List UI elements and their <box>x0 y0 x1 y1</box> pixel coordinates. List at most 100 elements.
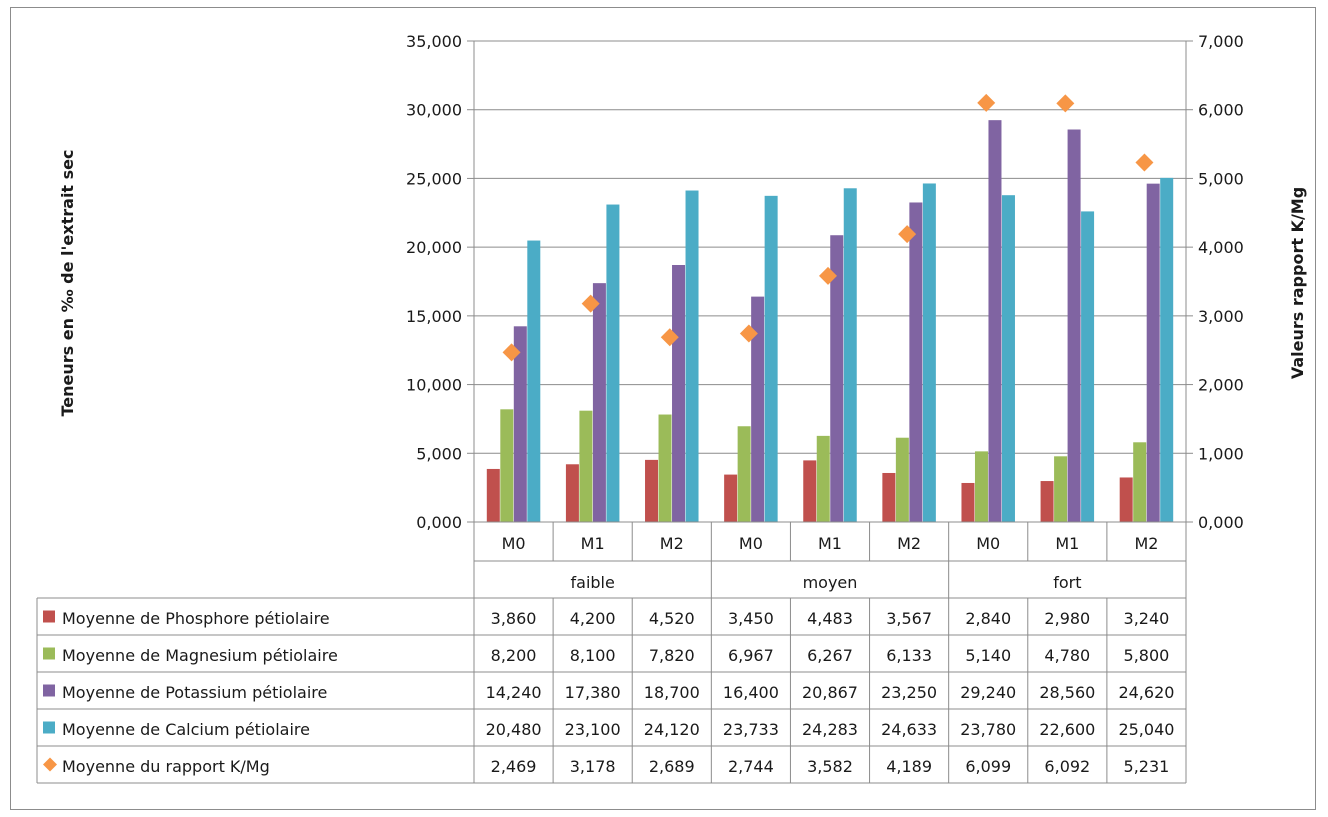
data-label: 24,620 <box>1118 683 1174 702</box>
bar-magnesium-3 <box>737 426 751 522</box>
bar-potassium-7 <box>1067 129 1081 522</box>
data-label: 2,980 <box>1044 609 1090 628</box>
y-left-tick-label: 30,000 <box>406 101 462 120</box>
marker-kmg-6 <box>977 93 996 112</box>
x-category-label: M2 <box>660 534 684 553</box>
data-label: 23,780 <box>960 720 1016 739</box>
bar-magnesium-1 <box>579 410 593 522</box>
data-label: 2,744 <box>728 757 774 776</box>
bar-calcium-0 <box>527 240 541 523</box>
data-label: 5,800 <box>1124 646 1170 665</box>
bar-magnesium-2 <box>658 414 672 522</box>
bar-calcium-6 <box>1001 195 1015 522</box>
data-label: 3,860 <box>491 609 537 628</box>
bar-calcium-5 <box>922 183 936 522</box>
data-label: 3,567 <box>886 609 932 628</box>
bar-calcium-4 <box>843 188 857 522</box>
x-category-label: M0 <box>976 534 1000 553</box>
data-label: 6,133 <box>886 646 932 665</box>
data-label: 17,380 <box>565 683 621 702</box>
bars <box>486 120 1174 523</box>
data-label: 6,267 <box>807 646 853 665</box>
y-left-tick-label: 5,000 <box>416 444 462 463</box>
data-label: 20,480 <box>486 720 542 739</box>
x-category-label: M0 <box>502 534 526 553</box>
data-label: 3,178 <box>570 757 616 776</box>
legend-label: Moyenne du rapport K/Mg <box>62 757 270 776</box>
y-right-tick-label: 6,000 <box>1198 101 1244 120</box>
data-label: 23,250 <box>881 683 937 702</box>
y-right-tick-label: 7,000 <box>1198 32 1244 51</box>
bar-phosphore-8 <box>1119 477 1133 522</box>
bar-phosphore-2 <box>645 459 659 522</box>
axes: 0,000 5,000 10,000 15,000 20,000 25,000 30,000… <box>406 32 1244 532</box>
y-left-tick-label: 25,000 <box>406 169 462 188</box>
legend-label: Moyenne de Phosphore pétiolaire <box>62 609 330 628</box>
bar-phosphore-1 <box>565 464 579 522</box>
markers <box>502 93 1154 362</box>
data-label: 20,867 <box>802 683 858 702</box>
bar-potassium-5 <box>909 202 923 522</box>
gridlines <box>474 40 1186 454</box>
data-label: 23,100 <box>565 720 621 739</box>
bar-magnesium-7 <box>1054 456 1068 522</box>
data-label: 22,600 <box>1039 720 1095 739</box>
data-label: 4,483 <box>807 609 853 628</box>
legend-label: Moyenne de Magnesium pétiolaire <box>62 646 338 665</box>
y-right-tick-label: 3,000 <box>1198 307 1244 326</box>
y-left-tick-label: 10,000 <box>406 376 462 395</box>
data-label: 8,100 <box>570 646 616 665</box>
data-label: 14,240 <box>486 683 542 702</box>
x-group-label: faible <box>571 573 615 592</box>
y-left-tick-label: 35,000 <box>406 32 462 51</box>
legend-key-2 <box>43 684 55 697</box>
y-axis-right-title: Valeurs rapport K/Mg <box>1288 187 1307 379</box>
bar-phosphore-4 <box>803 460 817 522</box>
legend-label: Moyenne de Potassium pétiolaire <box>62 683 327 702</box>
data-label: 5,140 <box>965 646 1011 665</box>
bar-calcium-2 <box>685 190 699 523</box>
data-label: 3,450 <box>728 609 774 628</box>
bar-phosphore-0 <box>486 468 500 522</box>
bar-magnesium-5 <box>895 437 909 522</box>
bar-potassium-1 <box>592 283 606 522</box>
legend-key-4 <box>43 757 57 772</box>
y-left-tick-label: 15,000 <box>406 307 462 326</box>
data-label: 28,560 <box>1039 683 1095 702</box>
data-label: 7,820 <box>649 646 695 665</box>
marker-kmg-8 <box>1135 153 1154 172</box>
bar-potassium-8 <box>1146 183 1160 522</box>
bar-phosphore-3 <box>724 474 738 522</box>
data-label: 6,967 <box>728 646 774 665</box>
data-label: 25,040 <box>1118 720 1174 739</box>
y-right-tick-label: 1,000 <box>1198 444 1244 463</box>
data-label: 16,400 <box>723 683 779 702</box>
y-right-tick-label: 4,000 <box>1198 238 1244 257</box>
data-label: 3,240 <box>1124 609 1170 628</box>
data-label: 8,200 <box>491 646 537 665</box>
bar-magnesium-0 <box>500 409 514 522</box>
bar-potassium-4 <box>830 235 844 523</box>
bar-calcium-3 <box>764 195 778 523</box>
marker-kmg-1 <box>581 294 600 313</box>
data-label: 4,520 <box>649 609 695 628</box>
bar-potassium-2 <box>672 265 686 522</box>
y-right-tick-label: 0,000 <box>1198 513 1244 532</box>
legend-key-1 <box>43 647 55 660</box>
y-left-tick-label: 0,000 <box>416 513 462 532</box>
bar-potassium-6 <box>988 120 1002 522</box>
bar-phosphore-5 <box>882 472 896 522</box>
data-label: 29,240 <box>960 683 1016 702</box>
x-category-label: M0 <box>739 534 763 553</box>
data-label: 4,780 <box>1044 646 1090 665</box>
legend-label: Moyenne de Calcium pétiolaire <box>62 720 310 739</box>
y-left-tick-label: 20,000 <box>406 238 462 257</box>
marker-kmg-0 <box>502 343 521 362</box>
data-label: 24,633 <box>881 720 937 739</box>
x-category-label: M1 <box>1055 534 1079 553</box>
legend-key-3 <box>43 721 55 734</box>
data-table: M0 M1 M2 M0 M1 M2 M0 M1 M2 faible moyen fort Moyenne… <box>36 521 1187 784</box>
x-group-label: moyen <box>803 573 858 592</box>
data-label: 24,283 <box>802 720 858 739</box>
